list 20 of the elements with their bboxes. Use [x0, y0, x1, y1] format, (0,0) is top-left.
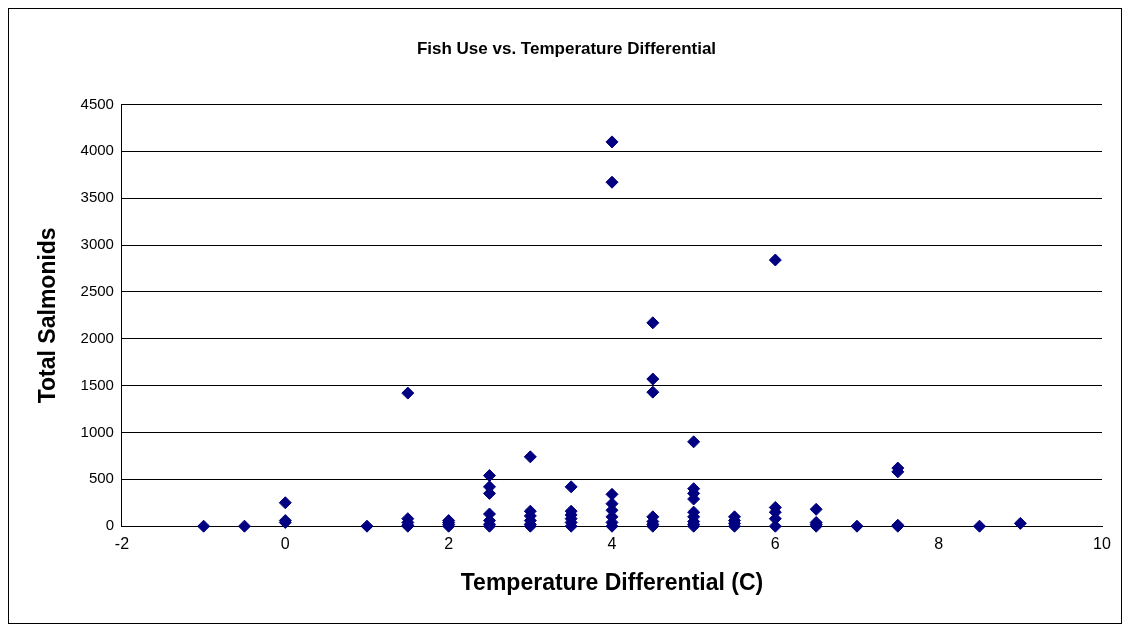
- y-tick-label: 2000: [80, 328, 114, 346]
- x-tick-label: -2: [114, 535, 130, 553]
- y-tick-label: 3000: [80, 235, 114, 253]
- y-axis-title: Total Salmonids: [34, 227, 61, 404]
- y-tick-label: 1000: [80, 422, 114, 440]
- y-tick-label: 2500: [80, 282, 114, 300]
- chart-title: Fish Use vs. Temperature Differential: [416, 38, 717, 58]
- x-axis-title: Temperature Differential (C): [460, 568, 764, 595]
- x-tick-label: 0: [280, 535, 290, 553]
- x-tick-label: 2: [444, 535, 454, 553]
- x-tick-label: 6: [770, 535, 780, 553]
- y-tick-label: 0: [105, 516, 114, 534]
- x-tick-label: 8: [934, 535, 944, 553]
- y-tick-label: 1500: [80, 375, 114, 393]
- y-tick-label: 4500: [80, 94, 114, 112]
- x-tick-label: 4: [607, 535, 617, 553]
- y-tick-label: 4000: [80, 141, 114, 159]
- y-tick-label: 3500: [80, 188, 114, 206]
- x-tick-label: 10: [1093, 535, 1111, 553]
- y-tick-label: 500: [88, 469, 114, 487]
